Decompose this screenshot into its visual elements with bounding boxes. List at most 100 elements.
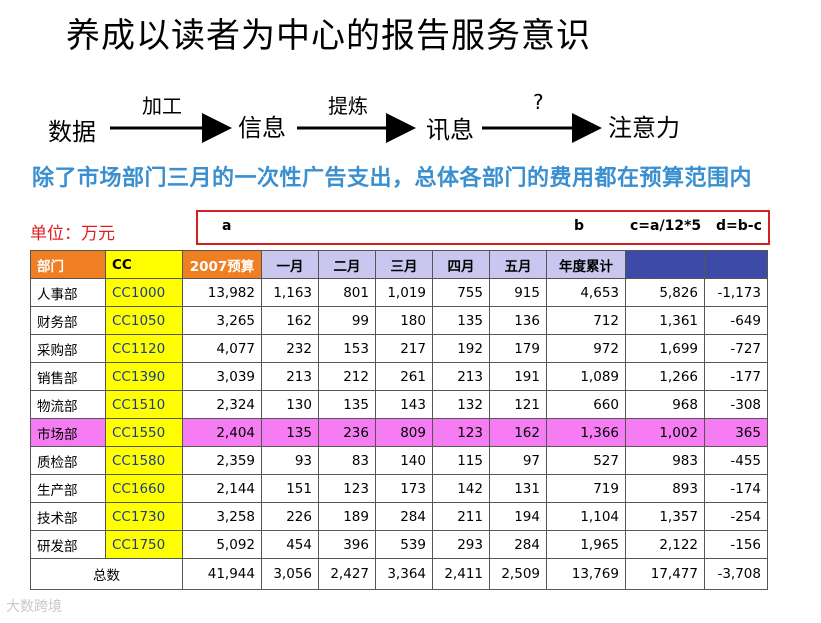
cell-value: 213 [432,362,490,391]
header-budget: 2007预算 [182,250,262,279]
cell-cc: CC1050 [105,306,183,335]
header-jan: 一月 [261,250,319,279]
legend-a: a [222,218,232,234]
cell-value: 192 [432,334,490,363]
cell-value: -455 [704,446,768,475]
cell-value: 213 [261,362,319,391]
table-header-row: 部门 CC 2007预算 一月 二月 三月 四月 五月 年度累计 同比预算 差异 [30,250,768,279]
cell-value: 1,965 [546,530,626,559]
cell-cc: CC1580 [105,446,183,475]
header-ytd: 年度累计 [546,250,626,279]
cell-value: 893 [625,474,705,503]
cell-value: 226 [261,502,319,531]
header-difference: 差异 [704,250,768,279]
process-flow: 数据 信息 讯息 注意力 加工 提炼 ? [0,88,821,148]
cell-value: 130 [261,390,319,419]
cell-cc: CC1000 [105,278,183,307]
cell-value: 97 [489,446,547,475]
cell-value: 712 [546,306,626,335]
cell-value: 660 [546,390,626,419]
unit-label: 单位：万元 [30,224,115,244]
cell-dept: 技术部 [30,502,106,531]
flow-node-data: 数据 [48,118,96,146]
cell-value: 3,039 [182,362,262,391]
cell-value: 1,089 [546,362,626,391]
flow-node-message: 讯息 [426,116,474,144]
cell-total-value: 2,509 [489,558,547,590]
cell-dept: 人事部 [30,278,106,307]
cell-value: 212 [318,362,376,391]
cell-value: 179 [489,334,547,363]
cell-value: -727 [704,334,768,363]
cell-value: 232 [261,334,319,363]
cell-value: -308 [704,390,768,419]
flow-label-process: 加工 [142,94,182,118]
watermark-text: 大数跨境 [6,599,62,615]
cell-value: 4,077 [182,334,262,363]
cell-value: 5,826 [625,278,705,307]
cell-cc: CC1660 [105,474,183,503]
cell-cc: CC1390 [105,362,183,391]
table-row: 技术部 CC1730 3,258 226 189 284 211 194 1,104 1,357-… [30,502,768,531]
cell-value: 135 [261,418,319,447]
cell-value: 1,104 [546,502,626,531]
cell-cc: CC1550 [105,418,183,447]
cell-dept: 市场部 [30,418,106,447]
header-dept: 部门 [30,250,106,279]
cell-value: -1,173 [704,278,768,307]
cell-value: 1,699 [625,334,705,363]
cell-dept: 质检部 [30,446,106,475]
header-mar: 三月 [375,250,433,279]
cell-value: 191 [489,362,547,391]
cell-value: 121 [489,390,547,419]
cell-value: 284 [375,502,433,531]
cell-value: 153 [318,334,376,363]
cell-value: 972 [546,334,626,363]
cell-value: 719 [546,474,626,503]
cell-value: 115 [432,446,490,475]
header-apr: 四月 [432,250,490,279]
table-total-row: 总数 41,944 3,056 2,427 3,364 2,411 2,509 13,769 1… [30,558,768,590]
flow-node-attention: 注意力 [608,114,680,142]
budget-table: 部门 CC 2007预算 一月 二月 三月 四月 五月 年度累计 同比预算 差异… [30,250,768,590]
cell-value: 539 [375,530,433,559]
cell-value: 261 [375,362,433,391]
cell-value: 284 [489,530,547,559]
header-feb: 二月 [318,250,376,279]
table-row: 财务部 CC1050 3,265 162 99 180 135 136 712 1,361 -649 [30,306,768,335]
table-row: 市场部 CC1550 2,404 135 236 809 123 162 1,366 1,002 3… [30,418,768,447]
cell-value: 4,653 [546,278,626,307]
cell-value: 1,019 [375,278,433,307]
table-row: 质检部 CC1580 2,359 93 83 140 115 97 527 983 -455 [30,446,768,475]
cell-value: 211 [432,502,490,531]
cell-dept: 物流部 [30,390,106,419]
cell-total-value: 17,477 [625,558,705,590]
cell-value: 915 [489,278,547,307]
cell-value: 3,258 [182,502,262,531]
cell-total-value: 3,364 [375,558,433,590]
legend-b: b [574,218,585,234]
cell-value: -174 [704,474,768,503]
cell-value: 809 [375,418,433,447]
flow-label-question: ? [533,90,544,114]
table-row: 物流部 CC1510 2,324 130 135 143 132 121 660 968 -308 [30,390,768,419]
cell-value: 132 [432,390,490,419]
legend-d: d=b-c [716,218,762,234]
header-cc: CC [105,250,183,279]
cell-value: -177 [704,362,768,391]
cell-value: 2,359 [182,446,262,475]
cell-cc: CC1730 [105,502,183,531]
cell-value: 123 [432,418,490,447]
cell-value: 162 [261,306,319,335]
cell-total-value: 3,056 [261,558,319,590]
cell-value: 2,404 [182,418,262,447]
table-row: 生产部 CC1660 2,144 151 123 173 142 131 719 893 -174 [30,474,768,503]
cell-value: 93 [261,446,319,475]
headline: 除了市场部门三月的一次性广告支出，总体各部门的费用都在预算范围内 [32,166,753,191]
cell-value: 180 [375,306,433,335]
cell-value: 1,002 [625,418,705,447]
slide-title: 养成以读者为中心的报告服务意识 [66,16,591,56]
cell-value: 143 [375,390,433,419]
cell-total-label: 总数 [30,558,183,590]
header-may: 五月 [489,250,547,279]
